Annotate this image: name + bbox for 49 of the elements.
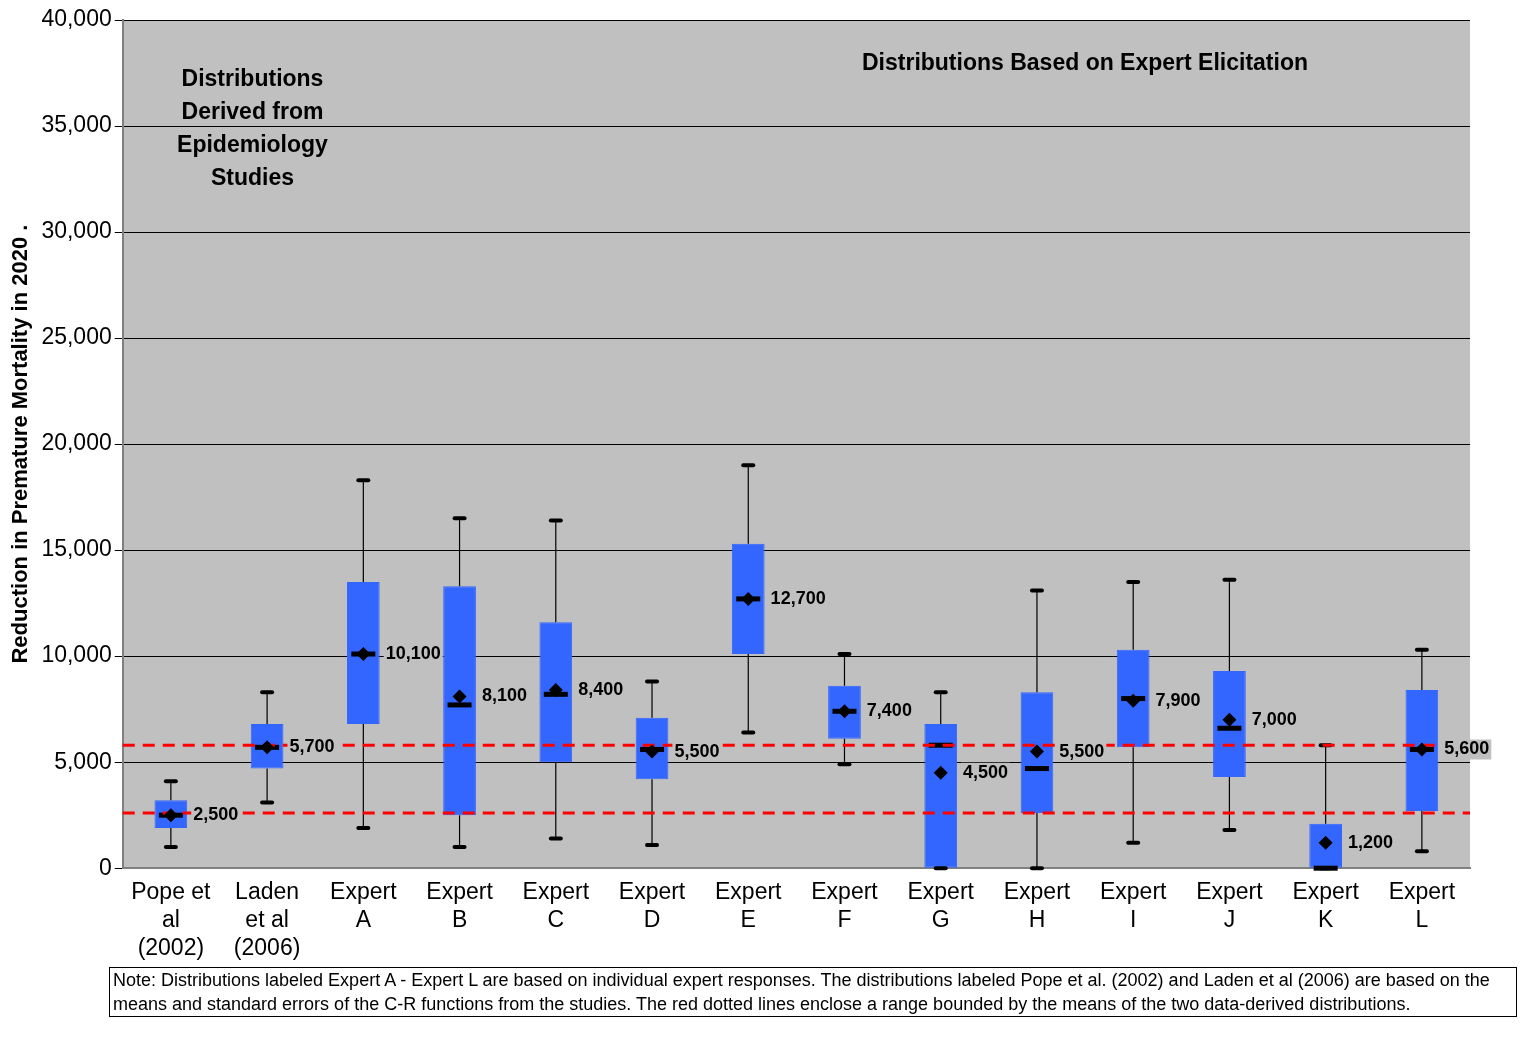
y-axis-title: Reduction in Premature Mortality in 2020 . xyxy=(7,224,33,664)
y-tick-label: 0 xyxy=(98,853,112,880)
point xyxy=(1029,744,1044,759)
x-tick-label: Expert A xyxy=(330,878,398,932)
point xyxy=(1126,693,1141,708)
annotation: Distributions Derived from Epidemiology Studies xyxy=(176,64,329,192)
text: Note: Distributions labeled Expert A - Expert L are based on individual expert responses. The distributions labeled Pope et al. (2002) and Laden et al (2006) are based on the means and standard errors of the C-R functions from the studies. The red dotted lines enclose a range bounded by the means of the two data-derived distributions. xyxy=(109,967,1517,1017)
point xyxy=(548,683,563,698)
x-tick-label: Expert J xyxy=(1196,878,1264,932)
point xyxy=(933,765,948,780)
y-tick-label: 5,000 xyxy=(54,747,112,774)
x-tick-label: Expert C xyxy=(522,878,590,932)
data-label: 8,400 xyxy=(578,679,624,700)
data-label: 5,600 xyxy=(1444,738,1490,759)
data-label: 5,500 xyxy=(674,740,720,761)
x-tick-label: Expert H xyxy=(1003,878,1071,932)
data-label: 8,100 xyxy=(481,685,527,706)
point xyxy=(356,647,371,662)
x-tick-label: Expert I xyxy=(1099,878,1168,932)
y-tick-label: 20,000 xyxy=(41,429,112,456)
y-tick-label: 25,000 xyxy=(41,323,112,350)
y-tick-label: 40,000 xyxy=(41,5,112,32)
data-label: 1,200 xyxy=(1348,831,1394,852)
x-tick-label: Expert D xyxy=(618,878,686,932)
y-tick-label: 35,000 xyxy=(41,111,112,138)
x-tick-label: Expert L xyxy=(1388,878,1456,932)
x-tick-label: Expert G xyxy=(907,878,975,932)
data-label: 5,700 xyxy=(289,736,335,757)
annotation: Distributions Based on Expert Elicitation xyxy=(861,48,1309,77)
data-label: 7,400 xyxy=(866,700,912,721)
point xyxy=(1222,712,1237,727)
x-tick-label: Laden et al (2006) xyxy=(233,878,301,960)
y-tick-label: 15,000 xyxy=(41,535,112,562)
data-label: 5,500 xyxy=(1059,740,1105,761)
x-tick-label: Expert B xyxy=(426,878,494,932)
point xyxy=(452,689,467,704)
data-label: 7,000 xyxy=(1251,708,1297,729)
y-tick-label: 30,000 xyxy=(41,217,112,244)
data-label: 7,900 xyxy=(1155,689,1201,710)
x-tick-label: Pope et al (2002) xyxy=(131,878,212,960)
data-label: 2,500 xyxy=(193,804,239,825)
x-tick-label: Expert E xyxy=(715,878,783,932)
data-label: 10,100 xyxy=(385,643,441,663)
x-tick-label: Expert F xyxy=(811,878,879,932)
x-tick-label: Expert K xyxy=(1292,878,1360,932)
data-label: 4,500 xyxy=(963,761,1009,782)
y-tick-label: 10,000 xyxy=(41,641,112,668)
data-label: 12,700 xyxy=(770,587,826,608)
point xyxy=(645,744,660,759)
